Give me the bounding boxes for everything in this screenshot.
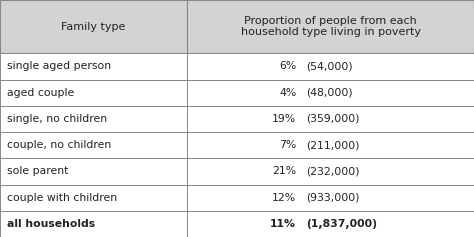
Text: aged couple: aged couple (7, 88, 74, 98)
Text: 7%: 7% (279, 140, 296, 150)
Bar (187, 185, 474, 211)
Text: couple, no children: couple, no children (7, 140, 111, 150)
Bar (187, 53, 474, 80)
Text: (211,000): (211,000) (306, 140, 359, 150)
Text: (54,000): (54,000) (306, 61, 352, 71)
Text: all households: all households (7, 219, 95, 229)
Text: (48,000): (48,000) (306, 88, 352, 98)
Bar (0, 53, 187, 80)
Bar (0, 80, 187, 106)
Text: 4%: 4% (279, 88, 296, 98)
Text: single aged person: single aged person (7, 61, 111, 71)
Text: 11%: 11% (270, 219, 296, 229)
Text: sole parent: sole parent (7, 166, 68, 176)
Bar (0, 0, 187, 53)
Bar (0, 211, 187, 237)
Bar (187, 0, 474, 53)
Bar (187, 211, 474, 237)
Text: 21%: 21% (272, 166, 296, 176)
Text: couple with children: couple with children (7, 193, 117, 203)
Bar (0, 158, 187, 185)
Text: (933,000): (933,000) (306, 193, 359, 203)
Bar (0, 132, 187, 158)
Text: 19%: 19% (272, 114, 296, 124)
Bar (187, 158, 474, 185)
Text: Family type: Family type (62, 22, 126, 32)
Bar (0, 106, 187, 132)
Text: 12%: 12% (272, 193, 296, 203)
Bar (187, 106, 474, 132)
Text: (1,837,000): (1,837,000) (306, 219, 377, 229)
Text: (232,000): (232,000) (306, 166, 359, 176)
Bar (187, 80, 474, 106)
Bar (187, 132, 474, 158)
Text: (359,000): (359,000) (306, 114, 359, 124)
Text: Proportion of people from each
household type living in poverty: Proportion of people from each household… (241, 16, 420, 37)
Bar (0, 185, 187, 211)
Text: 6%: 6% (279, 61, 296, 71)
Text: single, no children: single, no children (7, 114, 107, 124)
